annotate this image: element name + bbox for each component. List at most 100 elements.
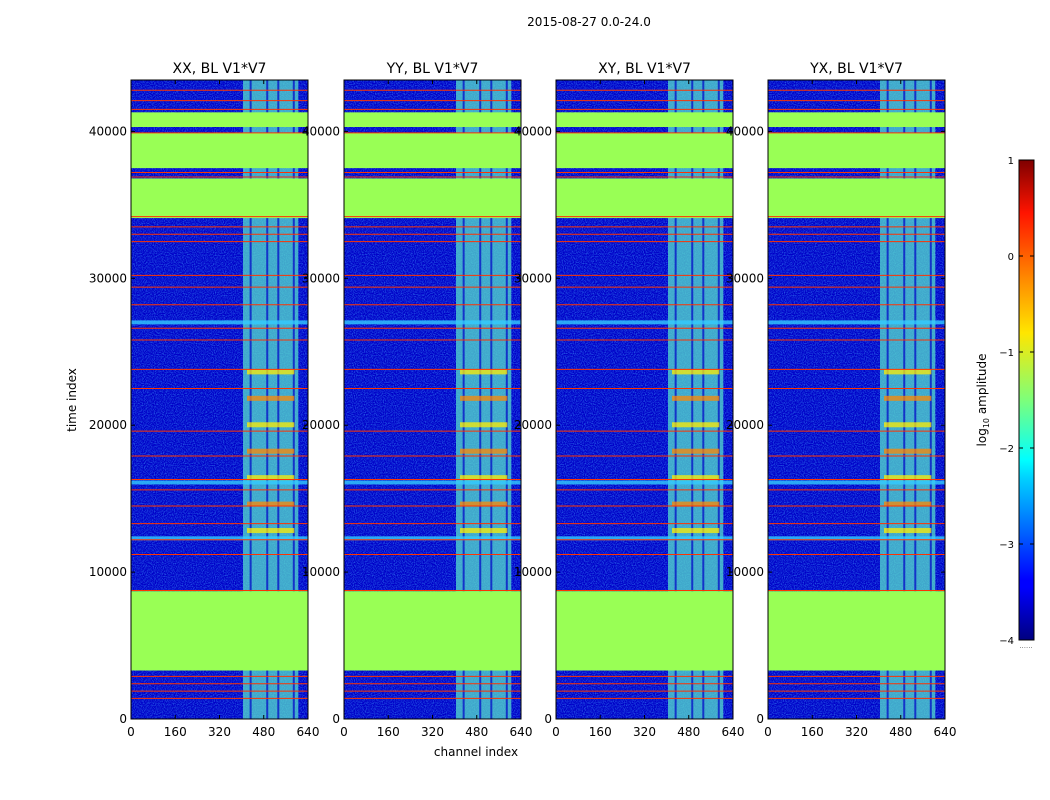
y-tick-label: 10000 <box>302 565 340 579</box>
time-stripe <box>768 536 945 541</box>
flagged-region <box>556 178 733 219</box>
y-tick-label: 30000 <box>89 271 127 285</box>
y-tick-label: 20000 <box>302 418 340 432</box>
x-tick-label: 0 <box>340 725 348 739</box>
time-stripe <box>344 480 521 485</box>
y-tick-label: 0 <box>756 712 764 726</box>
colorbar-gradient <box>1018 159 1035 641</box>
x-tick-label: 640 <box>934 725 957 739</box>
y-tick-label: 0 <box>544 712 552 726</box>
x-tick-label: 320 <box>845 725 868 739</box>
x-tick-label: 160 <box>164 725 187 739</box>
flagged-region <box>768 591 945 671</box>
y-tick-label: 0 <box>332 712 340 726</box>
colorbar-tick-label: 1 <box>1008 156 1014 167</box>
flagged-region <box>768 132 945 169</box>
colorbar: 10 −1 −2 −3 −4 ...... log10 amplitude <box>975 156 1035 650</box>
y-tick-label: 20000 <box>726 418 764 432</box>
colorbar-tick-label: −4 <box>999 636 1014 647</box>
band-feature <box>460 501 508 507</box>
x-tick-label: 480 <box>465 725 488 739</box>
colorbar-ticks: 1 0 −1 −2 −3 −4 <box>999 156 1034 647</box>
y-tick-label: 30000 <box>302 271 340 285</box>
y-tick-label: 10000 <box>726 565 764 579</box>
panel-1: XX, BL V1*V7 0 160 320 480 640 0 10000 20000 3000… <box>89 61 320 739</box>
band-feature <box>460 395 508 401</box>
x-tick-label: 320 <box>633 725 656 739</box>
flagged-region <box>131 112 308 128</box>
band-feature <box>460 475 508 481</box>
band-feature <box>884 395 932 401</box>
colorbar-label-log: log <box>975 428 989 446</box>
x-tick-label: 480 <box>677 725 700 739</box>
panels: XX, BL V1*V7 0 160 320 480 640 0 10000 20000 3000… <box>89 61 957 739</box>
colorbar-tick-label: −1 <box>999 348 1014 359</box>
time-stripe <box>556 480 733 485</box>
band-feature <box>247 422 295 428</box>
y-tick-label: 20000 <box>89 418 127 432</box>
band-feature <box>672 395 720 401</box>
flagged-region <box>344 112 521 128</box>
band-feature <box>247 395 295 401</box>
time-stripe <box>768 480 945 485</box>
band-feature <box>884 422 932 428</box>
y-tick-label: 30000 <box>514 271 552 285</box>
x-tick-label: 640 <box>722 725 745 739</box>
time-stripe <box>344 320 521 325</box>
flagged-region <box>768 112 945 128</box>
flagged-region <box>556 112 733 128</box>
time-stripe <box>344 536 521 541</box>
time-stripe <box>131 480 308 485</box>
y-tick-label: 40000 <box>514 124 552 138</box>
band-feature <box>247 528 295 534</box>
band-feature <box>247 475 295 481</box>
y-tick-label: 10000 <box>514 565 552 579</box>
colorbar-label-rest: amplitude <box>975 354 989 418</box>
panel-title: YX, BL V1*V7 <box>809 61 903 77</box>
band-feature <box>672 422 720 428</box>
colorbar-tick-label: −2 <box>999 444 1014 455</box>
y-tick-label: 40000 <box>726 124 764 138</box>
band-feature <box>247 448 295 454</box>
flagged-region <box>131 178 308 219</box>
y-tick-label: 40000 <box>302 124 340 138</box>
x-tick-label: 160 <box>377 725 400 739</box>
x-tick-label: 160 <box>589 725 612 739</box>
flagged-region <box>344 178 521 219</box>
band-feature <box>460 448 508 454</box>
x-tick-label: 320 <box>421 725 444 739</box>
x-tick-label: 160 <box>801 725 824 739</box>
panel-2: YY, BL V1*V7 0 160 320 480 640 0 10000 20000 3000… <box>302 61 533 739</box>
flagged-region <box>344 132 521 169</box>
y-tick-label: 0 <box>119 712 127 726</box>
band-feature <box>672 448 720 454</box>
band-feature <box>247 501 295 507</box>
band-feature <box>672 369 720 375</box>
x-tick-label: 0 <box>127 725 135 739</box>
time-stripe <box>556 536 733 541</box>
panel-title: YY, BL V1*V7 <box>386 61 479 77</box>
time-stripe <box>556 320 733 325</box>
x-tick-label: 0 <box>552 725 560 739</box>
flagged-region <box>556 132 733 169</box>
band-feature <box>672 528 720 534</box>
flagged-region <box>768 178 945 219</box>
colorbar-label: log10 amplitude <box>975 354 991 447</box>
colorbar-extra-mark: ...... <box>1019 642 1032 650</box>
time-stripe <box>131 536 308 541</box>
flagged-region <box>344 591 521 671</box>
panel-title: XY, BL V1*V7 <box>598 61 691 77</box>
band-feature <box>884 501 932 507</box>
band-feature <box>884 475 932 481</box>
y-tick-label: 30000 <box>726 271 764 285</box>
band-feature <box>884 448 932 454</box>
band-feature <box>672 501 720 507</box>
x-axis-label: channel index <box>434 745 518 759</box>
colorbar-tick-label: −3 <box>999 540 1014 551</box>
panel-4: YX, BL V1*V7 0 160 320 480 640 0 10000 20000 3000… <box>726 61 957 739</box>
y-tick-label: 20000 <box>514 418 552 432</box>
colorbar-label-sub: 10 <box>982 418 991 428</box>
x-tick-label: 640 <box>297 725 320 739</box>
y-tick-label: 10000 <box>89 565 127 579</box>
